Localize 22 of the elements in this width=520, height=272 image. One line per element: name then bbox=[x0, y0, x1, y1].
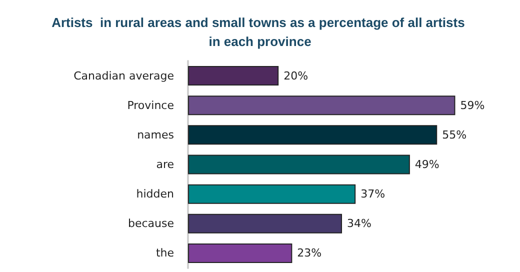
bar bbox=[188, 125, 438, 145]
data-label: 49% bbox=[414, 158, 440, 171]
y-tick-label: names bbox=[137, 128, 174, 142]
y-tick-label: Canadian average bbox=[74, 69, 174, 82]
chart-title: Artists in rural areas and small towns as a percentage of all artists in each province bbox=[52, 15, 468, 49]
bar bbox=[188, 66, 279, 86]
data-label: 37% bbox=[360, 188, 386, 201]
bar bbox=[188, 184, 356, 204]
bar bbox=[188, 214, 342, 234]
data-label: 55% bbox=[442, 128, 467, 142]
data-label: 20% bbox=[284, 69, 308, 82]
bar bbox=[188, 154, 410, 174]
data-label: 23% bbox=[297, 246, 322, 260]
data-label: 59% bbox=[460, 98, 485, 112]
bar bbox=[188, 96, 456, 116]
y-tick-label: hidden bbox=[136, 188, 174, 201]
y-tick-label: because bbox=[128, 217, 174, 230]
y-tick-label: are bbox=[156, 158, 174, 171]
data-label: 34% bbox=[346, 217, 372, 230]
bar bbox=[188, 243, 292, 263]
y-tick-label: the bbox=[156, 246, 174, 260]
y-tick-label: Province bbox=[127, 98, 174, 112]
